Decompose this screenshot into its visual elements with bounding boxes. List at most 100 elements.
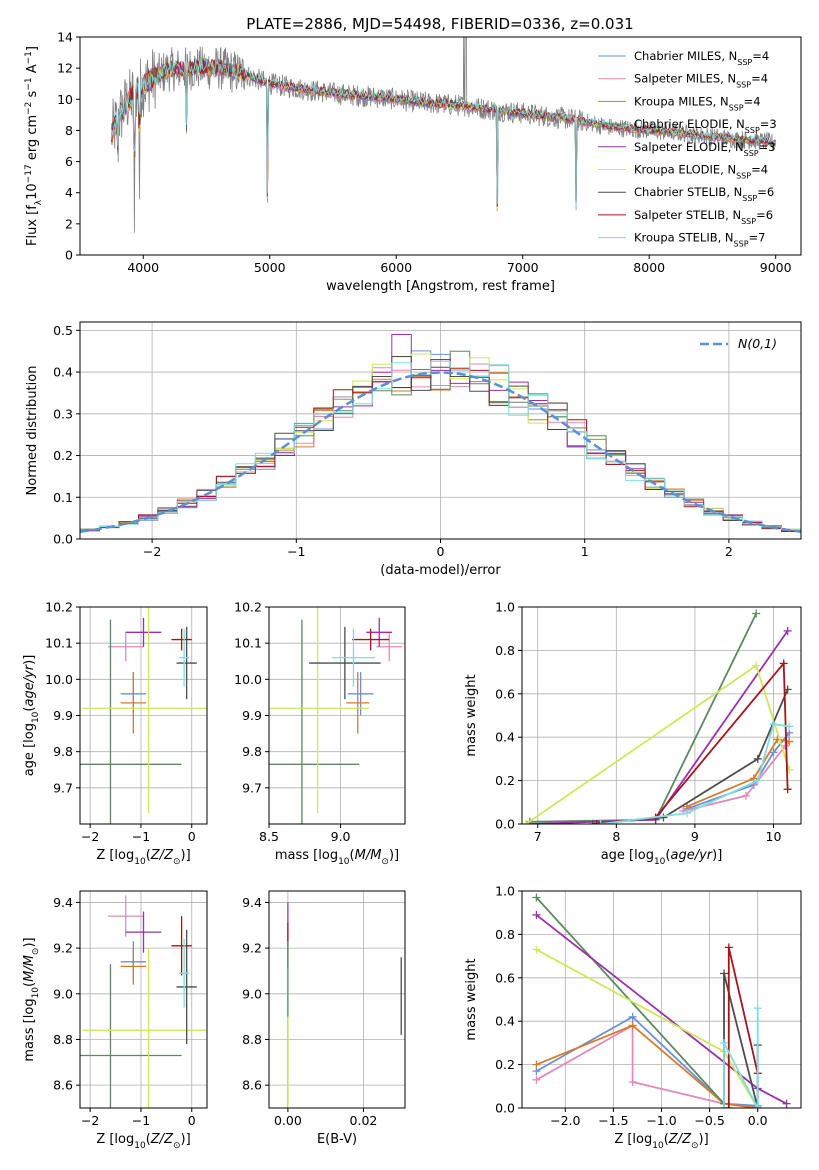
label-part: 10 xyxy=(654,857,666,867)
label-part: ( xyxy=(664,1132,669,1147)
x-axis-label: (data-model)/error xyxy=(380,563,501,578)
label-part: 10 xyxy=(134,857,146,867)
legend-nssp-prefix: , N xyxy=(729,117,745,131)
x-axis-label: age [log10(age/yr)] xyxy=(601,848,723,867)
y-tick-label: 0.2 xyxy=(495,1057,515,1072)
label-part: s xyxy=(25,90,40,101)
y-axis-label: mass [log10(M/M⊙)] xyxy=(22,937,41,1061)
legend-nssp-eq: = xyxy=(752,49,762,63)
label-part: −2 xyxy=(24,102,34,115)
y-tick-label: 0.0 xyxy=(495,817,515,832)
label-part: Normed distribution xyxy=(25,366,40,496)
legend-nssp-eq: = xyxy=(749,231,759,245)
legend-nssp-value: 3 xyxy=(769,117,776,131)
label-part: )] xyxy=(22,655,37,665)
x-tick-label: 0.02 xyxy=(350,1113,378,1128)
weight-line xyxy=(525,664,791,824)
legend-nssp-eq: = xyxy=(744,94,754,108)
label-part: mass weight xyxy=(464,958,479,1040)
x-tick-label: −2.0 xyxy=(550,1113,580,1128)
label-part: )] xyxy=(181,1132,191,1147)
y-tick-label: 0.1 xyxy=(53,490,73,505)
label-part: wavelength [Angstrom, rest frame] xyxy=(326,279,555,294)
plot-content-age_vs_mass xyxy=(269,607,403,824)
x-tick-label: 9.0 xyxy=(331,829,351,844)
legend-nssp-eq: = xyxy=(751,163,761,177)
label-part: M/M xyxy=(22,955,37,982)
label-part: )] xyxy=(389,848,399,863)
weight-line xyxy=(529,613,758,823)
legend-nssp-eq: = xyxy=(751,72,761,86)
x-tick-label: −1.5 xyxy=(598,1113,628,1128)
y-tick-label: 10.0 xyxy=(234,672,262,687)
legend-entry: N(0,1) xyxy=(738,336,777,351)
x-tick-label: −1 xyxy=(132,829,150,844)
plot-frame-mass_vs_Z: −2 −1 08.68.89.09.29.4Z [log10(Z/Z⊙)]mass … xyxy=(22,890,208,1151)
x-axis-label: wavelength [Angstrom, rest frame] xyxy=(326,279,555,294)
legend-nssp-sub: SSP xyxy=(734,239,749,248)
x-tick-label: 0 xyxy=(437,544,445,559)
x-tick-label: 0.0 xyxy=(748,1113,768,1128)
label-part: (data-model)/error xyxy=(380,563,501,578)
label-part: ⊙ xyxy=(173,857,181,867)
y-tick-label: 9.4 xyxy=(242,895,262,910)
label-part: ⊙ xyxy=(381,857,389,867)
y-tick-label: 10.0 xyxy=(45,672,73,687)
legend-entry: Chabrier STELIB, NSSP=6 xyxy=(634,185,774,203)
legend-entry: Kroupa MILES, NSSP=4 xyxy=(634,94,761,112)
x-tick-label: 0 xyxy=(188,829,196,844)
y-tick-label: 1.0 xyxy=(495,884,515,899)
y-tick-label: 0.6 xyxy=(495,686,515,701)
legend-name: Chabrier STELIB xyxy=(634,185,726,199)
y-tick-label: 10.1 xyxy=(45,636,73,651)
legend-nssp-value: 6 xyxy=(767,185,774,199)
legend-entry: Chabrier MILES, NSSP=4 xyxy=(634,49,769,67)
label-part: ( xyxy=(350,848,355,863)
y-tick-label: 0.3 xyxy=(53,406,73,421)
label-part: Flux [f xyxy=(25,205,40,246)
y-tick-label: 9.2 xyxy=(53,941,73,956)
plot-content-age_vs_Z xyxy=(80,607,207,824)
x-tick-label: 8.5 xyxy=(259,829,279,844)
x-tick-label: 8000 xyxy=(633,260,665,275)
x-tick-label: −0.5 xyxy=(694,1113,724,1128)
label-part: Z [log xyxy=(96,848,134,863)
label-part: age/yr xyxy=(670,848,713,863)
y-tick-label: 0.0 xyxy=(53,532,73,547)
x-tick-label: 0 xyxy=(188,1113,196,1128)
x-tick-label: 9000 xyxy=(760,260,792,275)
label-part: erg cm xyxy=(25,115,40,164)
y-tick-label: 4 xyxy=(65,185,73,200)
legend-nssp-prefix: , N xyxy=(720,163,736,177)
y-tick-label: 10 xyxy=(57,92,73,107)
y-tick-label: 9.4 xyxy=(53,895,73,910)
legend-nssp-value: 4 xyxy=(761,72,768,86)
label-part: A xyxy=(25,64,40,77)
label-part: −1 xyxy=(24,51,34,64)
legend-nssp-value: 7 xyxy=(758,231,765,245)
legend-nssp-prefix: , N xyxy=(720,72,736,86)
y-tick-label: 9.0 xyxy=(53,986,73,1001)
label-part: ( xyxy=(146,1132,151,1147)
x-tick-label: 2 xyxy=(725,544,733,559)
plot-content-weight_vs_age xyxy=(522,609,794,824)
spectrum-model-line xyxy=(111,59,776,207)
weight-line xyxy=(682,740,790,812)
y-tick-label: 8 xyxy=(65,123,73,138)
y-tick-label: 6 xyxy=(65,154,73,169)
y-tick-label: 0.8 xyxy=(495,927,515,942)
plot-frame-residuals: −2 −1 0 1 2 0.0 0.1 0.2 0.3 0.4 0.5 N(0,1) (data-mod… xyxy=(25,321,802,578)
y-tick-label: 9.9 xyxy=(53,708,73,723)
legend-name: Salpeter STELIB xyxy=(634,208,725,222)
label-part: M/M xyxy=(355,848,382,863)
label-part: )] xyxy=(699,1132,709,1147)
label-part: −1 xyxy=(24,77,34,90)
x-tick-label: −1 xyxy=(132,1113,150,1128)
legend-nssp-eq: = xyxy=(756,208,766,222)
x-axis-label: Z [log10(Z/Z⊙)] xyxy=(96,1132,190,1151)
label-part: 10 xyxy=(338,857,350,867)
legend-nssp-sub: SSP xyxy=(737,58,752,67)
plot-frame-weight_vs_Z: −2.0 −1.5 −1.0 −0.5 0.0 0.0 0.2 0.4 0.6 0.8 1.0 Z [… xyxy=(464,884,802,1151)
y-tick-label: 9.7 xyxy=(53,780,73,795)
